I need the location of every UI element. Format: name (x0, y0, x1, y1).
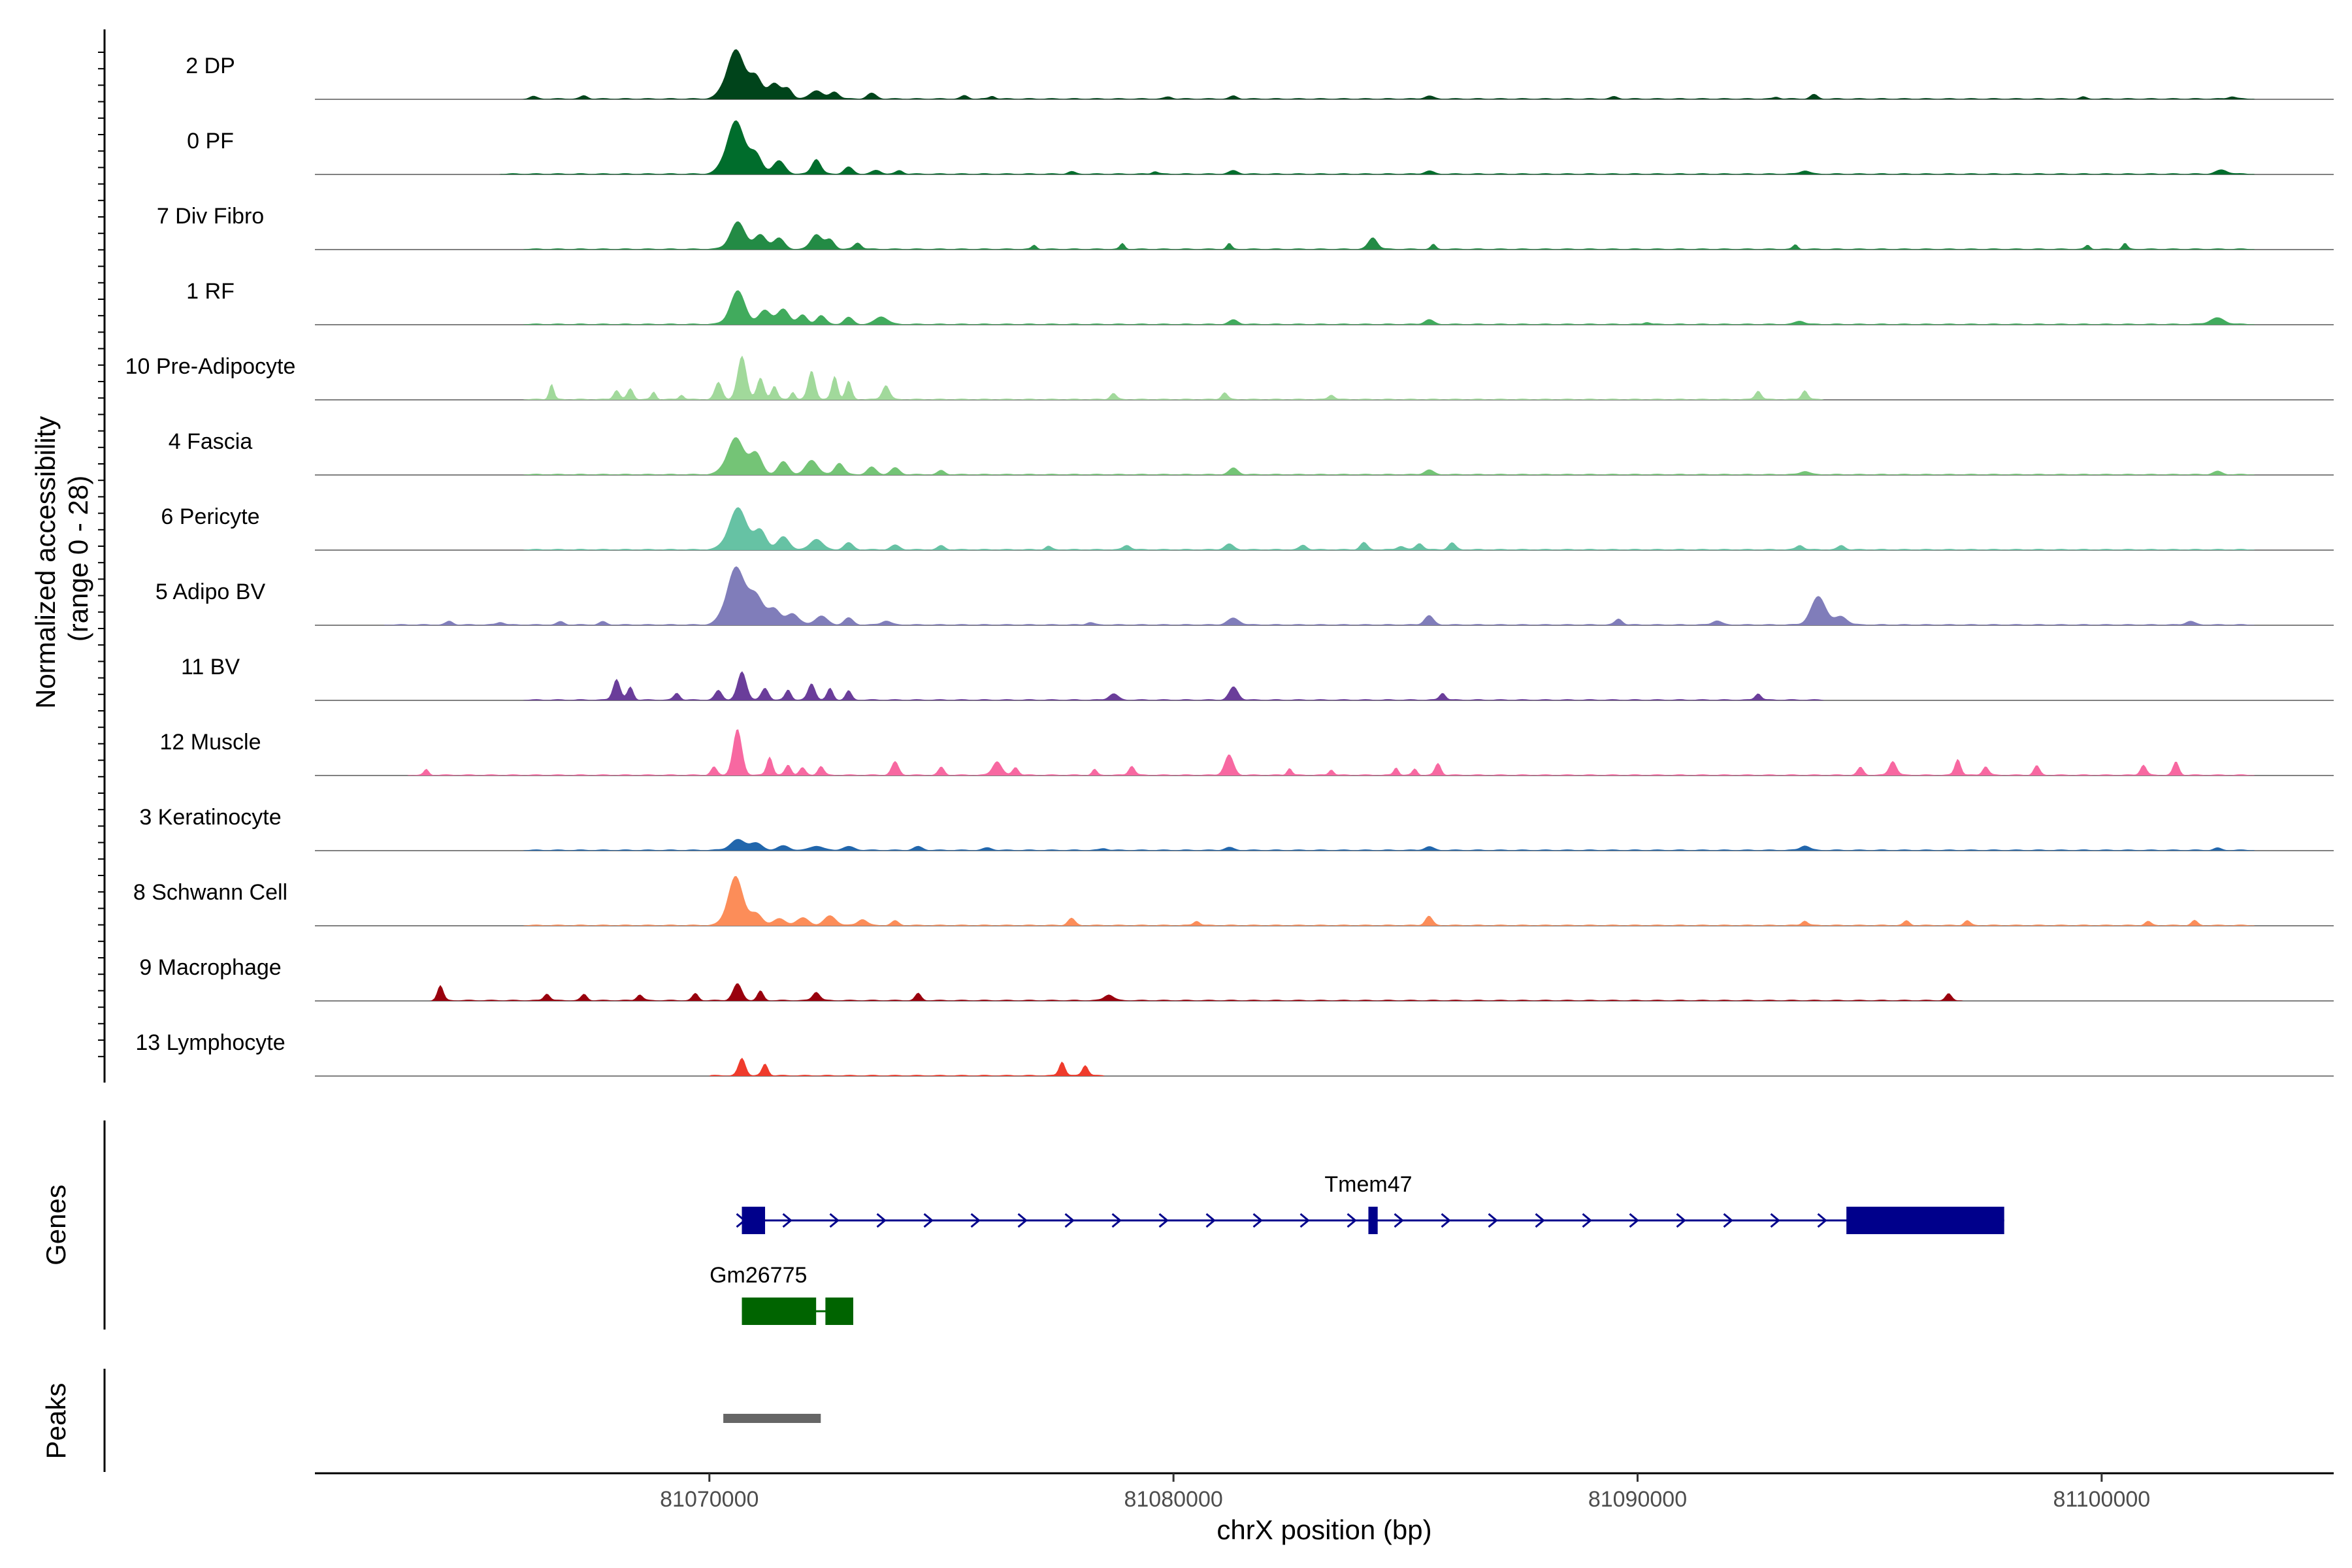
coverage-track: 11 BV (181, 655, 2334, 701)
track-label: 5 Adipo BV (155, 580, 266, 604)
x-tick-label: 81070000 (660, 1487, 759, 1512)
coverage-track: 6 Pericyte (161, 504, 2334, 551)
gene-exon (825, 1298, 853, 1325)
coverage-track: 12 Muscle (160, 729, 2334, 776)
gene-label: Tmem47 (1324, 1172, 1412, 1197)
coverage-area (315, 1058, 2334, 1076)
x-tick-label: 81100000 (2053, 1487, 2150, 1512)
gene-model: Tmem47 (736, 1172, 2004, 1234)
coverage-area (315, 437, 2334, 475)
coverage-area (315, 290, 2334, 325)
track-label: 10 Pre-Adipocyte (125, 354, 296, 379)
coverage-area (315, 221, 2334, 250)
y-axis-ticks (98, 52, 105, 1058)
peak-region (723, 1414, 821, 1423)
genes-panel: Tmem47 Gm26775 (710, 1172, 2004, 1325)
strand-arrow (1817, 1213, 1827, 1228)
strand-arrow (1535, 1213, 1545, 1228)
strand-arrow (1488, 1213, 1498, 1228)
coverage-area (315, 355, 2334, 400)
peaks-panel (723, 1414, 821, 1423)
strand-arrow (1770, 1213, 1780, 1228)
coverage-track: 2 DP (186, 49, 2334, 100)
coverage-area (315, 875, 2334, 926)
strand-arrow (1064, 1213, 1075, 1228)
track-label: 9 Macrophage (139, 955, 281, 980)
strand-arrow (1629, 1213, 1639, 1228)
strand-arrow (1158, 1213, 1169, 1228)
x-axis-ticks: 81070000 81080000 81090000 81100000 (660, 1473, 2150, 1512)
strand-arrow (829, 1213, 840, 1228)
track-label: 2 DP (186, 54, 235, 78)
genes-panel-label: Genes (41, 1184, 71, 1266)
gene-label: Gm26775 (710, 1263, 807, 1288)
coverage-area (315, 839, 2334, 851)
coverage-track: 5 Adipo BV (155, 566, 2334, 626)
track-label: 7 Div Fibro (157, 204, 264, 229)
strand-arrow (1582, 1213, 1592, 1228)
track-label: 4 Fascia (169, 429, 253, 454)
gene-exon (1846, 1207, 2004, 1234)
strand-arrow (782, 1213, 792, 1228)
coverage-area (315, 671, 2334, 700)
x-tick-label: 81090000 (1588, 1487, 1687, 1512)
strand-arrow (1394, 1213, 1404, 1228)
track-label: 3 Keratinocyte (139, 805, 281, 830)
track-label: 8 Schwann Cell (133, 880, 287, 905)
x-tick-label: 81080000 (1124, 1487, 1222, 1512)
strand-arrow (1299, 1213, 1310, 1228)
coverage-track: 13 Lymphocyte (135, 1030, 2334, 1077)
strand-arrow (923, 1213, 934, 1228)
peaks-panel-label: Peaks (41, 1383, 71, 1460)
coverage-track: 4 Fascia (169, 429, 2334, 476)
strand-arrow (1111, 1213, 1122, 1228)
strand-arrow (1723, 1213, 1733, 1228)
track-label: 6 Pericyte (161, 504, 259, 529)
track-label: 13 Lymphocyte (135, 1030, 285, 1055)
strand-arrow (1441, 1213, 1451, 1228)
strand-arrow (1205, 1213, 1216, 1228)
coverage-area (315, 507, 2334, 550)
coverage-area (315, 566, 2334, 625)
coverage-track: 10 Pre-Adipocyte (125, 354, 2334, 400)
coverage-track: 8 Schwann Cell (133, 875, 2334, 926)
x-axis-title: chrX position (bp) (1217, 1514, 1431, 1545)
coverage-track: 9 Macrophage (139, 955, 2334, 1002)
y-axis-title: Normalized accessibility (range 0 - 28) (30, 408, 93, 709)
track-label: 12 Muscle (160, 730, 261, 755)
track-label: 1 RF (186, 279, 235, 304)
coverage-track: 7 Div Fibro (157, 204, 2334, 250)
strand-arrow (1017, 1213, 1028, 1228)
track-label: 0 PF (187, 129, 234, 154)
coverage-area (315, 729, 2334, 776)
coverage-track: 3 Keratinocyte (139, 805, 2334, 851)
gene-exon (742, 1298, 817, 1325)
coverage-track: 1 RF (186, 279, 2334, 325)
strand-arrow (1347, 1213, 1357, 1228)
coverage-area (315, 120, 2334, 174)
gene-exon (742, 1207, 766, 1234)
coverage-area (315, 983, 2334, 1001)
coverage-area (315, 49, 2334, 99)
coverage-panel: 2 DP 0 PF 7 Div Fibro 1 RF 10 Pre-Adipocyte 4… (125, 49, 2334, 1077)
strand-arrow (1252, 1213, 1263, 1228)
gene-exon (1368, 1207, 1378, 1234)
coverage-track: 0 PF (187, 120, 2334, 175)
gene-model: Gm26775 (710, 1263, 853, 1325)
strand-arrow (876, 1213, 887, 1228)
strand-arrow (1676, 1213, 1686, 1228)
track-label: 11 BV (181, 655, 240, 679)
strand-arrow (970, 1213, 981, 1228)
